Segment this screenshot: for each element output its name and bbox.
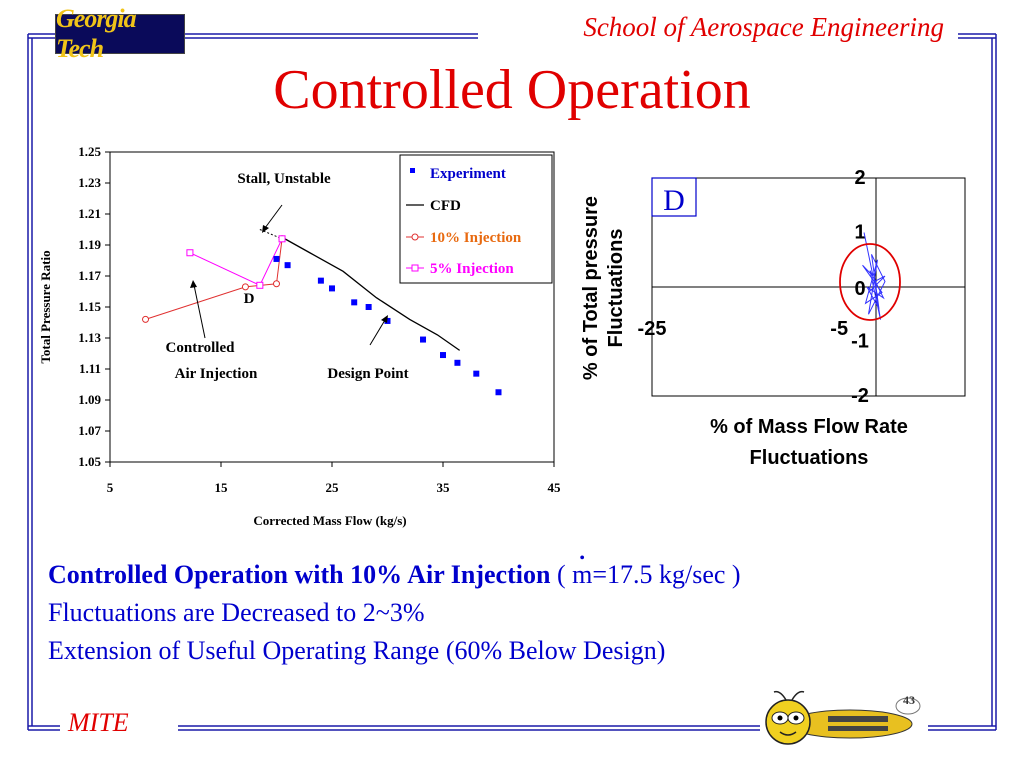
y-tick-label: 1.25 <box>78 144 101 159</box>
bullet-line-1: Controlled Operation with 10% Air Inject… <box>48 556 741 594</box>
fluct-red-circle <box>839 243 901 321</box>
label-d: D <box>663 184 685 217</box>
x-tick-label: 15 <box>215 480 229 495</box>
y-tick-label: 1.17 <box>78 268 101 283</box>
bullet-line-2: Fluctuations are Decreased to 2~3% <box>48 598 425 627</box>
x-tick-label: 35 <box>437 480 451 495</box>
y-tick-label: 1.13 <box>78 330 101 345</box>
experiment-point <box>329 285 335 292</box>
y-tick-label: 1.21 <box>78 206 101 221</box>
x-tick-label: 45 <box>548 480 562 495</box>
experiment-point <box>317 277 324 284</box>
chart-marks <box>142 229 502 396</box>
bullet-text: Controlled Operation with 10% Air Inject… <box>48 556 741 670</box>
annotation-air-injection: Air Injection <box>175 366 258 382</box>
y-tick-label: 1.19 <box>78 237 101 252</box>
mass-flow-symbol: m <box>572 556 592 594</box>
fluct-y-tick-label: 1 <box>854 222 865 244</box>
bullet-line-1-bold: Controlled Operation with 10% Air Inject… <box>48 560 551 589</box>
fluct-x-ticks: -25 -5 <box>638 318 849 340</box>
school-name: School of Aerospace Engineering <box>583 12 944 42</box>
fluct-y-tick-label: 0 <box>854 278 865 300</box>
logo-text: Georgia Tech <box>56 4 137 63</box>
injection-5-line <box>189 238 283 286</box>
fluct-y-label-2: Fluctuations <box>605 229 627 348</box>
experiment-point <box>384 317 391 324</box>
injection-10-line <box>145 238 283 320</box>
injection-10-point <box>241 283 249 291</box>
mite-label: MITE <box>68 708 129 737</box>
annotation-d: D <box>244 291 255 307</box>
controlled-arrowhead <box>190 280 197 288</box>
annotation-stall: Stall, Unstable <box>237 171 331 187</box>
legend-experiment: Experiment <box>430 166 506 182</box>
fluct-y-tick-label: -2 <box>851 385 869 407</box>
injection-10-point <box>273 280 280 288</box>
legend-5-injection: 5% Injection <box>430 261 514 277</box>
experiment-point <box>495 389 502 396</box>
fluct-series-line <box>862 232 886 320</box>
x-axis-ticks: 5 15 25 35 45 <box>107 462 561 495</box>
bullet-line-1-paren: ( <box>556 560 566 589</box>
y-axis-label: Total Pressure Ratio <box>38 250 53 363</box>
legend-10-injection: 10% Injection <box>430 230 522 246</box>
experiment-point <box>284 262 291 269</box>
annotation-design-point: Design Point <box>327 366 408 382</box>
fluctuation-chart: D 2 1 0 -1 -2 -25 -5 % of Mass Flow Rate Fluc… <box>580 167 966 469</box>
x-tick-label: 5 <box>107 480 114 495</box>
pressure-ratio-chart: 1.05 1.07 1.09 1.11 1.13 1.15 1.17 1.19 1.21 1.23… <box>38 144 561 528</box>
fluct-y-tick-label: -1 <box>851 331 869 353</box>
fluct-y-tick-label: 2 <box>854 167 865 189</box>
injection-10-point <box>142 315 150 323</box>
georgia-tech-logo: Georgia Tech <box>55 4 185 63</box>
yellow-jacket-mascot-icon: 43 <box>765 690 921 745</box>
fluct-x-tick-label: -25 <box>638 318 667 340</box>
fluct-x-label-1: % of Mass Flow Rate <box>710 416 908 438</box>
y-tick-label: 1.23 <box>78 175 101 190</box>
experiment-point <box>454 359 461 366</box>
experiment-point <box>473 370 480 377</box>
legend-experiment-marker <box>410 168 415 173</box>
experiment-point <box>351 299 358 306</box>
stall-arrow <box>264 204 283 229</box>
y-tick-label: 1.05 <box>78 454 101 469</box>
svg-text:43: 43 <box>903 693 915 707</box>
controlled-arrow <box>193 284 206 339</box>
y-tick-label: 1.07 <box>78 423 101 438</box>
injection-5-point <box>186 249 194 257</box>
design-arrow <box>369 319 386 346</box>
stall-arrowhead <box>262 225 269 233</box>
fluct-y-ticks: 2 1 0 -1 -2 <box>851 167 869 407</box>
experiment-point <box>273 255 280 262</box>
legend-5-marker <box>411 264 419 272</box>
experiment-point <box>420 336 427 343</box>
experiment-point <box>365 304 372 310</box>
y-axis-ticks: 1.05 1.07 1.09 1.11 1.13 1.15 1.17 1.19 1.21 1.23… <box>78 144 110 469</box>
cfd-line <box>281 236 461 351</box>
bullet-line-3: Extension of Useful Operating Range (60%… <box>48 636 666 665</box>
annotation-controlled: Controlled <box>166 340 236 356</box>
x-axis-label: Corrected Mass Flow (kg/s) <box>253 513 406 528</box>
label-box-d <box>651 177 697 217</box>
design-arrowhead <box>381 315 388 323</box>
injection-5-point <box>278 235 286 243</box>
y-tick-label: 1.11 <box>79 361 101 376</box>
fluct-x-label-2: Fluctuations <box>750 447 869 469</box>
legend: Experiment CFD 10% Injection 5% Injectio… <box>399 154 553 284</box>
y-tick-label: 1.09 <box>78 392 101 407</box>
experiment-point <box>440 352 446 359</box>
bullet-line-1-value: =17.5 kg/sec ) <box>592 560 741 589</box>
slide-title: Controlled Operation <box>273 59 751 121</box>
legend-10-marker <box>411 233 419 241</box>
legend-cfd: CFD <box>430 198 461 214</box>
fluct-y-label-1: % of Total pressure <box>580 196 602 380</box>
fluct-x-tick-label: -5 <box>830 318 848 340</box>
x-tick-label: 25 <box>326 480 340 495</box>
injection-5-point <box>256 281 264 289</box>
y-tick-label: 1.15 <box>78 299 101 314</box>
